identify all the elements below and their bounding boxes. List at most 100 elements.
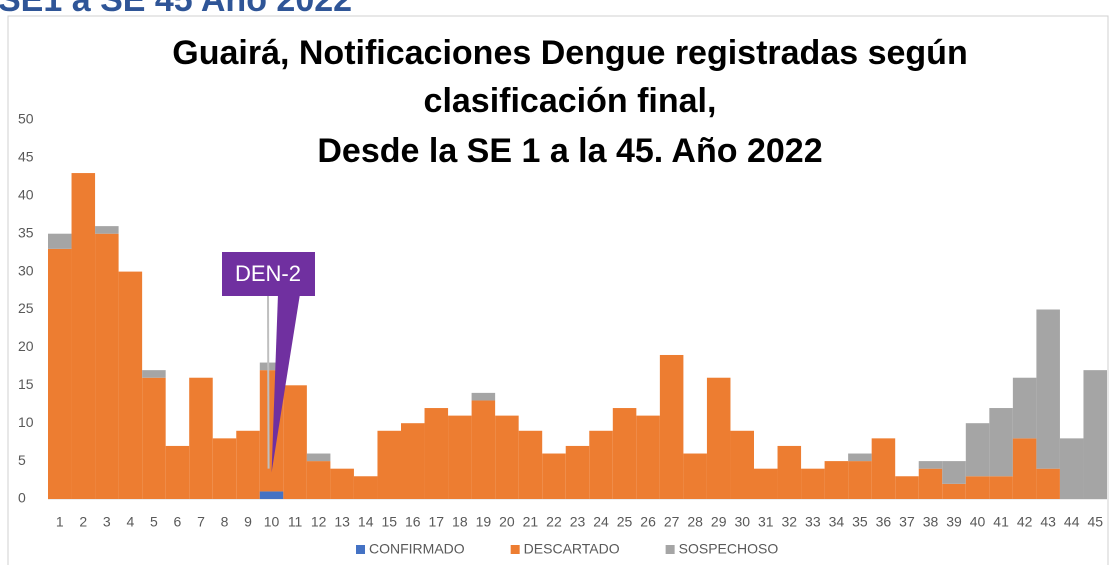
x-tick-label: 10 [264,514,280,530]
x-tick-label: 24 [593,514,609,530]
x-tick-label: 4 [126,514,134,530]
x-tick-label: 41 [993,514,1009,530]
x-tick-label: 35 [852,514,868,530]
bar [471,400,496,499]
bar [730,430,754,499]
y-tick-label: 35 [18,224,34,240]
annotation-leader [267,293,270,469]
x-tick-label: 22 [546,514,562,530]
x-tick-label: 21 [523,514,539,530]
x-tick-label: 37 [899,514,915,530]
bar [471,392,496,401]
legend-swatch [356,545,365,554]
x-tick-label: 40 [970,514,986,530]
annotation-box [222,252,315,296]
legend-swatch [510,545,520,554]
bar [565,445,590,499]
x-tick-label: 28 [687,514,703,530]
bar [542,453,566,499]
bar [424,408,449,499]
bar [848,453,872,462]
x-tick-label: 44 [1064,514,1080,530]
bar [1083,370,1107,499]
x-tick-label: 7 [197,514,205,530]
bar [212,438,237,499]
x-tick-label: 25 [617,514,633,530]
y-tick-label: 15 [18,376,34,392]
x-tick-label: 43 [1040,514,1056,530]
bar [377,430,401,499]
x-tick-label: 15 [381,514,397,530]
bar [495,415,519,499]
x-tick-label: 9 [244,514,252,530]
bar [683,453,707,499]
x-tick-label: 19 [476,514,492,530]
bar [259,491,284,499]
x-tick-label: 36 [876,514,892,530]
y-tick-label: 0 [18,490,26,506]
bar [259,362,284,371]
x-tick-label: 27 [664,514,680,530]
bar [236,430,260,499]
bar [965,476,990,499]
y-tick-label: 40 [18,187,34,203]
bar [824,461,849,499]
x-tick-label: 31 [758,514,774,530]
bar [965,423,990,477]
page-title: SE1 a SE 45 Año 2022 [0,0,352,19]
bar [871,438,896,499]
x-tick-label: 2 [79,514,87,530]
x-tick-label: 30 [734,514,750,530]
chart-title: Desde la SE 1 a la 45. Año 2022 [317,132,822,170]
bar [95,233,119,499]
y-tick-label: 50 [18,111,34,127]
bar [306,461,331,499]
x-tick-label: 3 [103,514,111,530]
legend-label: CONFIRMADO [369,541,465,557]
bar [895,476,919,499]
legend-swatch [665,545,675,554]
bar [918,468,943,499]
chart-title: Guairá, Notificaciones Dengue registrada… [172,34,967,72]
x-tick-label: 8 [221,514,229,530]
x-tick-label: 17 [429,514,445,530]
bar [612,408,637,499]
bar [1012,438,1037,499]
bar [1036,468,1060,499]
y-tick-label: 25 [18,300,34,316]
x-tick-label: 5 [150,514,158,530]
x-tick-label: 29 [711,514,727,530]
bar [283,385,307,499]
y-tick-label: 5 [18,452,26,468]
bar [918,461,943,469]
chart-title: clasificación final, [424,82,717,120]
bar [1059,438,1084,499]
bar [189,377,213,499]
bar [636,415,660,499]
x-tick-label: 6 [174,514,182,530]
bar [401,423,425,499]
bar [353,476,378,499]
bar [142,377,166,499]
chart-frame [7,15,1109,565]
x-tick-label: 12 [311,514,327,530]
x-tick-label: 33 [805,514,821,530]
y-tick-label: 20 [18,338,34,354]
x-tick-label: 1 [56,514,64,530]
x-tick-label: 39 [946,514,962,530]
bar [48,233,72,249]
legend-label: DESCARTADO [524,541,620,557]
bar [659,354,684,499]
x-tick-label: 23 [570,514,586,530]
bar [589,430,613,499]
bar [989,476,1013,499]
x-tick-label: 20 [499,514,515,530]
legend-label: SOSPECHOSO [679,541,779,557]
x-tick-label: 26 [640,514,656,530]
bar [306,453,331,462]
x-tick-label: 42 [1017,514,1033,530]
x-tick-label: 18 [452,514,468,530]
y-tick-label: 10 [18,414,34,430]
y-tick-label: 45 [18,149,34,165]
